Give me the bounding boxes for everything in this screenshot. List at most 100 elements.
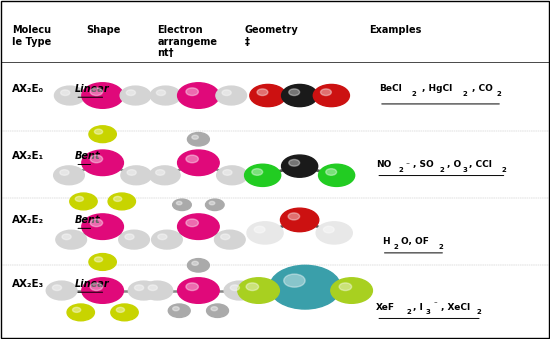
- Circle shape: [192, 261, 199, 265]
- Text: 2: 2: [501, 166, 506, 173]
- Circle shape: [82, 214, 123, 239]
- Circle shape: [188, 133, 210, 146]
- Circle shape: [331, 278, 372, 303]
- Circle shape: [95, 129, 103, 134]
- Circle shape: [178, 214, 219, 239]
- Text: Electron
arrangeme
nt†: Electron arrangeme nt†: [157, 25, 217, 58]
- Circle shape: [75, 196, 84, 201]
- Text: 2: 2: [398, 166, 403, 173]
- Text: , HgCl: , HgCl: [422, 84, 452, 93]
- Circle shape: [127, 170, 136, 175]
- Circle shape: [90, 155, 103, 163]
- Circle shape: [282, 84, 318, 107]
- Circle shape: [224, 281, 255, 300]
- Text: 2: 2: [412, 91, 416, 97]
- Text: 2: 2: [463, 91, 468, 97]
- Circle shape: [52, 285, 62, 291]
- Circle shape: [289, 89, 300, 96]
- Text: 2: 2: [439, 166, 444, 173]
- Circle shape: [73, 307, 81, 313]
- Circle shape: [152, 230, 182, 249]
- Circle shape: [111, 304, 138, 321]
- Circle shape: [326, 169, 337, 175]
- Circle shape: [245, 164, 280, 186]
- Circle shape: [116, 307, 124, 313]
- Circle shape: [339, 283, 351, 291]
- Circle shape: [186, 155, 199, 163]
- Circle shape: [282, 155, 318, 177]
- Text: , CO: , CO: [472, 84, 493, 93]
- Text: Molecu
le Type: Molecu le Type: [12, 25, 52, 46]
- Text: Linear: Linear: [75, 279, 110, 289]
- Circle shape: [62, 234, 71, 240]
- Circle shape: [221, 234, 230, 240]
- Text: 2: 2: [476, 310, 481, 315]
- Circle shape: [186, 88, 199, 96]
- Text: ⁻: ⁻: [433, 301, 437, 307]
- Circle shape: [119, 230, 150, 249]
- Circle shape: [156, 90, 166, 96]
- Circle shape: [318, 164, 355, 186]
- Text: 2: 2: [394, 244, 399, 250]
- Circle shape: [125, 234, 134, 240]
- Circle shape: [148, 285, 157, 291]
- Text: AX₂E₀: AX₂E₀: [12, 84, 45, 94]
- Circle shape: [323, 226, 334, 233]
- Circle shape: [250, 84, 286, 107]
- Circle shape: [142, 281, 173, 300]
- Circle shape: [121, 166, 152, 185]
- Circle shape: [217, 166, 248, 185]
- Circle shape: [60, 170, 69, 175]
- Text: Shape: Shape: [86, 25, 120, 35]
- Text: Examples: Examples: [369, 25, 422, 35]
- Text: , SO: , SO: [414, 160, 434, 169]
- Circle shape: [252, 169, 263, 175]
- Circle shape: [257, 89, 268, 96]
- Circle shape: [82, 83, 123, 108]
- Circle shape: [128, 281, 159, 300]
- Text: AX₂E₂: AX₂E₂: [12, 215, 45, 225]
- Text: Bent: Bent: [75, 215, 101, 225]
- Text: O, OF: O, OF: [402, 237, 430, 246]
- Text: , O: , O: [447, 160, 461, 169]
- Text: Linear: Linear: [75, 84, 110, 94]
- Circle shape: [209, 201, 215, 205]
- Circle shape: [90, 283, 103, 291]
- Text: Geometry
‡: Geometry ‡: [245, 25, 299, 46]
- Circle shape: [192, 135, 199, 139]
- Circle shape: [321, 89, 331, 96]
- Text: , I: , I: [414, 303, 424, 312]
- Text: 2: 2: [406, 310, 411, 315]
- Text: 2: 2: [497, 91, 502, 97]
- Circle shape: [284, 274, 305, 287]
- Circle shape: [134, 285, 144, 291]
- Circle shape: [316, 222, 352, 244]
- Circle shape: [158, 234, 167, 240]
- Circle shape: [54, 86, 85, 105]
- Circle shape: [178, 278, 219, 303]
- Circle shape: [206, 199, 224, 211]
- Circle shape: [211, 307, 218, 311]
- Circle shape: [247, 222, 283, 244]
- Circle shape: [46, 281, 77, 300]
- Text: AX₂E₃: AX₂E₃: [12, 279, 45, 289]
- Circle shape: [90, 88, 103, 96]
- Circle shape: [186, 283, 199, 291]
- Circle shape: [289, 159, 300, 166]
- Circle shape: [254, 226, 265, 233]
- Circle shape: [270, 265, 340, 309]
- Circle shape: [188, 259, 210, 272]
- Text: 2: 2: [438, 244, 443, 250]
- Text: NO: NO: [376, 160, 392, 169]
- Circle shape: [178, 83, 219, 108]
- Circle shape: [177, 201, 182, 205]
- Circle shape: [173, 199, 191, 211]
- Text: , CCl: , CCl: [469, 160, 492, 169]
- Circle shape: [89, 254, 116, 271]
- Circle shape: [56, 230, 86, 249]
- Text: BeCl: BeCl: [379, 84, 402, 93]
- Circle shape: [150, 86, 181, 105]
- Text: 3: 3: [462, 166, 467, 173]
- Circle shape: [90, 219, 103, 227]
- Circle shape: [108, 193, 135, 210]
